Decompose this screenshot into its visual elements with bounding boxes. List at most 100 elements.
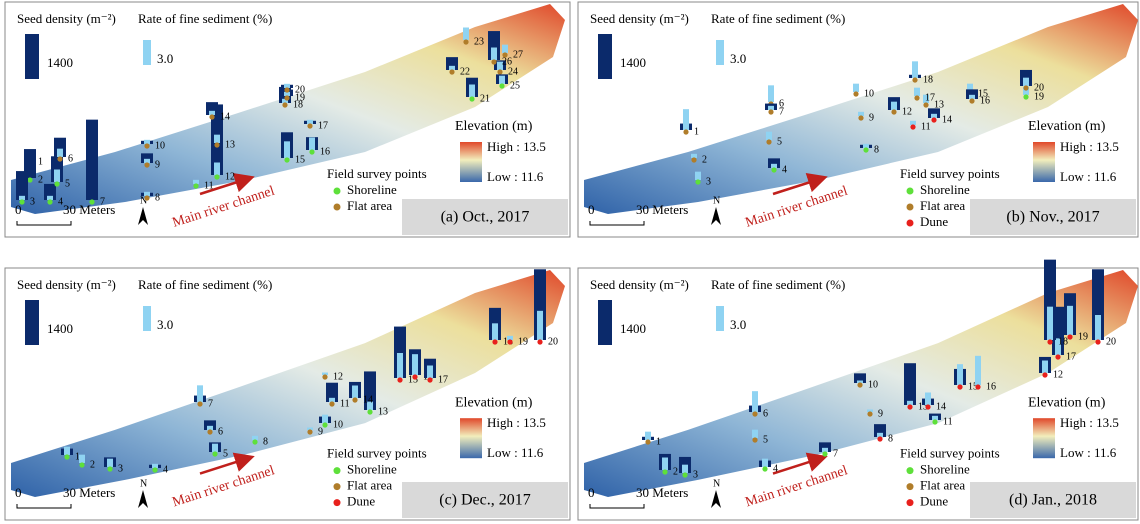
legend-dot xyxy=(334,483,341,490)
point-label: 2 xyxy=(38,174,43,185)
survey-point xyxy=(193,183,198,188)
fine-sediment-bar xyxy=(252,436,258,440)
survey-point xyxy=(907,404,912,409)
legend-label: Dune xyxy=(347,494,375,509)
seed-scale-bar xyxy=(598,300,612,345)
point-label: 11 xyxy=(204,180,214,191)
seed-scale-bar xyxy=(25,300,39,345)
survey-point xyxy=(752,411,757,416)
point-label: 8 xyxy=(874,144,879,155)
survey-point xyxy=(214,174,219,179)
legend-label: Shoreline xyxy=(347,182,397,197)
point-label: 4 xyxy=(163,464,168,475)
point-label: 17 xyxy=(318,120,328,131)
point-label: 26 xyxy=(502,56,512,67)
fine-sediment-bar xyxy=(463,28,469,41)
survey-point xyxy=(1047,339,1052,344)
legend-dot xyxy=(907,467,914,474)
survey-point xyxy=(282,102,287,107)
legend-label: Flat area xyxy=(347,198,392,213)
fine-sediment-bar xyxy=(914,88,920,96)
fine-sediment-bar xyxy=(64,447,70,455)
fine-sediment-bar xyxy=(492,323,498,340)
sediment-title: Rate of fine sediment (%) xyxy=(138,11,272,26)
point-label: 6 xyxy=(763,408,768,419)
point-label: 20 xyxy=(1034,82,1044,93)
legend-dot xyxy=(334,204,341,211)
fine-sediment-bar xyxy=(691,154,697,158)
survey-point xyxy=(682,472,687,477)
fine-sediment-bar xyxy=(752,430,758,438)
fine-sediment-bar xyxy=(193,180,199,184)
point-label: 7 xyxy=(833,448,838,459)
survey-point xyxy=(975,384,980,389)
point-label: 1 xyxy=(694,126,699,137)
point-label: 2 xyxy=(90,459,95,470)
point-label: 5 xyxy=(763,434,768,445)
point-label: 8 xyxy=(888,433,893,444)
survey-point xyxy=(209,114,214,119)
point-label: 11 xyxy=(921,121,931,132)
point-label: 4 xyxy=(58,196,63,207)
survey-point xyxy=(683,129,688,134)
scale-end: 30 Meters xyxy=(636,202,688,217)
survey-point xyxy=(47,199,52,204)
fine-sediment-bar xyxy=(975,356,981,385)
elevation-high: High : 13.5 xyxy=(487,139,546,154)
survey-point xyxy=(107,466,112,471)
fine-sediment-bar xyxy=(969,95,975,99)
survey-point xyxy=(197,401,202,406)
fine-sediment-bar xyxy=(79,455,85,463)
fine-sediment-bar xyxy=(907,401,913,405)
fine-sediment-bar xyxy=(427,366,433,379)
survey-point xyxy=(284,157,289,162)
seed-density-title: Seed density (m⁻²) xyxy=(590,11,689,26)
fine-sediment-bar xyxy=(662,458,668,471)
point-label: 9 xyxy=(869,112,874,123)
elevation-low: Low : 11.6 xyxy=(487,445,544,460)
point-label: 3 xyxy=(693,469,698,480)
survey-point xyxy=(54,181,59,186)
point-label: 20 xyxy=(295,84,305,95)
fine-sediment-bar xyxy=(499,76,505,84)
elevation-ramp xyxy=(460,142,482,182)
survey-point xyxy=(214,142,219,147)
legend-label: Flat area xyxy=(347,478,392,493)
survey-point xyxy=(537,339,542,344)
point-label: 10 xyxy=(333,419,343,430)
sediment-scale-bar xyxy=(716,306,724,331)
point-label: 1 xyxy=(656,436,661,447)
point-label: 9 xyxy=(318,426,323,437)
north-label: N xyxy=(713,478,720,489)
survey-point xyxy=(144,195,149,200)
point-label: 14 xyxy=(363,394,373,405)
point-label: 6 xyxy=(68,153,73,164)
seed-density-bar xyxy=(16,171,28,200)
fine-sediment-bar xyxy=(768,85,774,102)
point-label: 8 xyxy=(155,192,160,203)
seed-scale-label: 1400 xyxy=(620,321,646,336)
fine-sediment-bar xyxy=(197,385,203,402)
survey-point xyxy=(925,404,930,409)
fine-sediment-bar xyxy=(858,112,864,116)
survey-point xyxy=(469,96,474,101)
scale-start: 0 xyxy=(15,485,22,500)
fine-sediment-bar xyxy=(682,465,688,473)
fine-sediment-bar xyxy=(19,196,25,200)
survey-point xyxy=(969,98,974,103)
fine-sediment-bar xyxy=(309,138,315,151)
legend-dot xyxy=(334,499,341,506)
survey-point xyxy=(499,83,504,88)
fine-sediment-bar xyxy=(766,132,772,140)
fine-sediment-bar xyxy=(352,386,358,399)
scale-end: 30 Meters xyxy=(63,202,115,217)
scale-start: 0 xyxy=(15,202,22,217)
legend-label: Shoreline xyxy=(920,462,970,477)
point-label: 14 xyxy=(220,111,230,122)
north-label: N xyxy=(140,478,147,489)
legend-dot xyxy=(907,483,914,490)
elevation-ramp xyxy=(1033,142,1055,182)
point-label: 5 xyxy=(65,178,70,189)
point-label: 12 xyxy=(1053,369,1063,380)
survey-point xyxy=(89,199,94,204)
